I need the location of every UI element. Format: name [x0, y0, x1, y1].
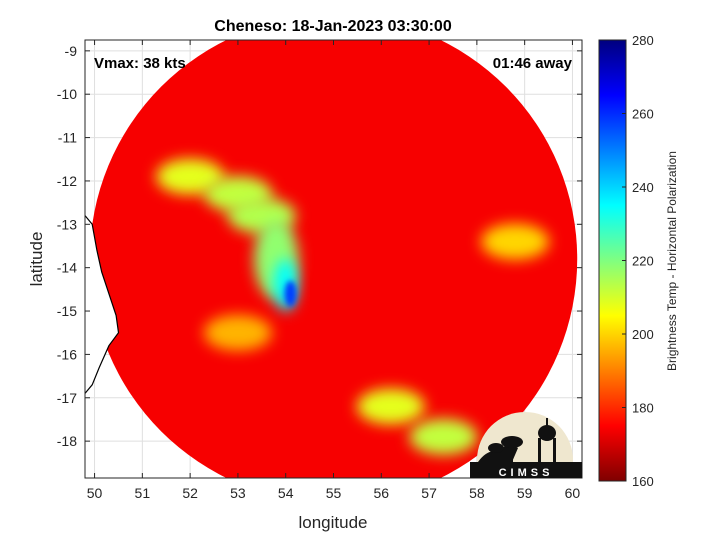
- swath-layer: [85, 40, 578, 478]
- cimss-logo: CIMSS: [470, 412, 582, 479]
- x-axis-ticks: 50 51 52 53 54 55 56 57 58 59 60: [87, 40, 581, 501]
- x-tick-label: 54: [278, 485, 294, 501]
- convection-features: [156, 158, 550, 455]
- y-axis-label: latitude: [27, 232, 46, 287]
- colorbar-tick-label: 220: [632, 254, 654, 269]
- y-tick-label: -15: [57, 303, 77, 319]
- y-tick-label: -18: [57, 433, 77, 449]
- vmax-annotation: Vmax: 38 kts: [94, 55, 186, 72]
- y-tick-label: -14: [57, 260, 77, 276]
- colorbar-tick-label: 280: [632, 33, 654, 48]
- time-offset-annotation: 01:46 away: [493, 55, 573, 72]
- colorbar: [598, 39, 627, 482]
- y-tick-label: -11: [58, 130, 77, 146]
- x-tick-label: 57: [421, 485, 437, 501]
- x-tick-label: 59: [517, 485, 533, 501]
- x-axis-label: longitude: [298, 513, 367, 532]
- colorbar-tick-label: 260: [632, 107, 654, 122]
- swath-disk: [89, 40, 578, 478]
- feature-south-band-east: [409, 418, 478, 455]
- x-tick-label: 50: [87, 485, 103, 501]
- x-tick-label: 60: [565, 485, 581, 501]
- feature-south-band: [356, 388, 425, 425]
- coastline: [85, 214, 120, 395]
- x-tick-label: 52: [182, 485, 198, 501]
- feature-core: [284, 280, 297, 307]
- x-tick-label: 58: [469, 485, 485, 501]
- colorbar-tick-label: 160: [632, 474, 654, 489]
- chart-title: Cheneso: 18-Jan-2023 03:30:00: [214, 18, 452, 35]
- colorbar-tick-label: 240: [632, 180, 654, 195]
- x-tick-label: 53: [230, 485, 246, 501]
- x-tick-label: 51: [135, 485, 151, 501]
- colorbar-tick-label: 180: [632, 401, 654, 416]
- feature-southwest-arc: [203, 314, 272, 351]
- y-tick-label: -10: [57, 86, 77, 102]
- y-tick-label: -16: [57, 346, 77, 362]
- feature-north-band-west: [156, 158, 225, 195]
- logo-text: CIMSS: [499, 467, 554, 479]
- y-tick-label: -13: [57, 216, 77, 232]
- x-tick-label: 55: [326, 485, 342, 501]
- colorbar-ticks: 280 260 240 220 200 180 160: [622, 33, 654, 489]
- colorbar-tick-label: 200: [632, 327, 654, 342]
- y-tick-label: -17: [57, 390, 77, 406]
- colorbar-label: Brightness Temp - Horizontal Polarizatio…: [665, 151, 679, 371]
- y-tick-label: -12: [57, 173, 77, 189]
- x-tick-label: 56: [373, 485, 389, 501]
- feature-east-cell: [481, 223, 550, 260]
- y-axis-ticks: -9 -10 -11 -12 -13 -14 -15 -16 -17 -18: [57, 43, 582, 449]
- y-tick-label: -9: [65, 43, 78, 59]
